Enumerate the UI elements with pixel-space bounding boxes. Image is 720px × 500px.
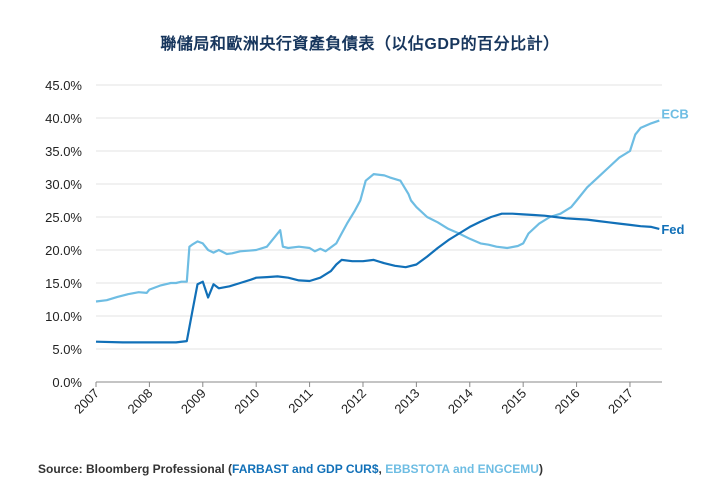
x-tick-label: 2007 [71, 386, 102, 417]
series-label-ecb: ECB [661, 107, 688, 122]
x-tick-label: 2012 [338, 386, 369, 417]
y-tick-label: 30.0% [45, 177, 82, 192]
x-tick-label: 2008 [124, 386, 155, 417]
y-tick-label: 5.0% [52, 342, 82, 357]
source-sep: , [378, 462, 386, 476]
source-fed: FARBAST and GDP CUR$ [232, 462, 379, 476]
y-tick-label: 15.0% [45, 276, 82, 291]
series-lines [95, 119, 660, 344]
y-tick-label: 20.0% [45, 243, 82, 258]
y-tick-label: 40.0% [45, 111, 82, 126]
source-prefix: Source: Bloomberg Professional ( [38, 462, 233, 476]
y-tick-label: 35.0% [45, 144, 82, 159]
y-tick-label: 25.0% [45, 210, 82, 225]
series-end-labels: ECB Fed [661, 107, 688, 237]
source-suffix: ) [538, 462, 543, 476]
series-line-fed [95, 212, 660, 344]
x-tick-label: 2015 [498, 386, 529, 417]
y-tick-label: 0.0% [52, 375, 82, 390]
x-tick-label: 2009 [178, 386, 209, 417]
gridlines [96, 84, 662, 350]
chart-title: 聯儲局和歐洲央行資產負債表（以佔GDP的百分比計） [160, 36, 560, 53]
chart-area: 0.0% 5.0% 10.0% 15.0% 20.0% 25.0% 30.0% 35.0% 40… [45, 78, 689, 417]
x-tick-label: 2010 [231, 386, 262, 417]
y-axis-ticks: 0.0% 5.0% 10.0% 15.0% 20.0% 25.0% 30.0% 35.0% 40… [45, 78, 82, 390]
series-label-fed: Fed [661, 222, 684, 237]
source-ecb: EBBSTOTA and ENGCEMU [385, 462, 539, 476]
y-tick-label: 10.0% [45, 309, 82, 324]
series-line-ecb [95, 119, 660, 303]
x-tick-label: 2016 [552, 386, 583, 417]
x-tick-label: 2014 [445, 386, 476, 417]
source-note: Source: Bloomberg Professional (FARBAST … [38, 462, 543, 476]
y-tick-label: 45.0% [45, 78, 82, 93]
x-axis: 2007 2008 2009 2010 2011 2012 2013 2014 2015 2016… [71, 381, 662, 417]
x-tick-label: 2011 [285, 386, 315, 416]
x-tick-label: 2017 [605, 386, 636, 417]
x-tick-label: 2013 [391, 386, 422, 417]
